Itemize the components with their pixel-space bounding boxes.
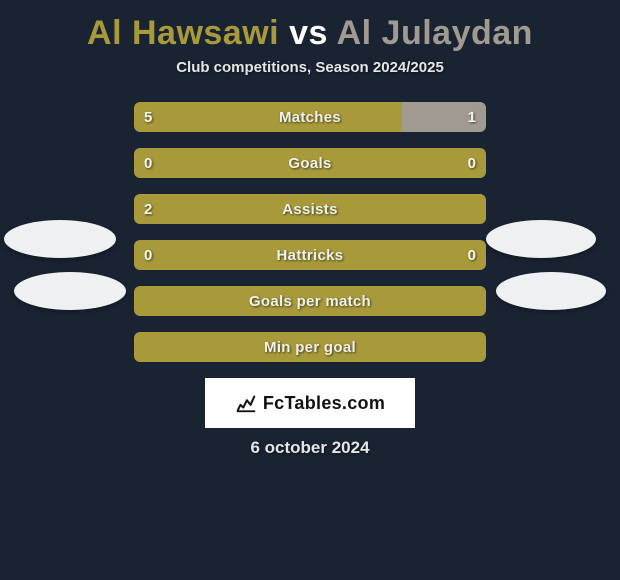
- stat-bar-left: [134, 332, 486, 362]
- player-avatar: [486, 220, 596, 258]
- stat-bars: 51Matches 00Goals 2Assists 00Hattricks Goals…: [134, 102, 486, 362]
- stat-bar-row: Min per goal: [134, 332, 486, 362]
- player1-name: Al Hawsawi: [87, 14, 279, 52]
- stat-bar-left: [134, 286, 486, 316]
- stat-bar-row: Goals per match: [134, 286, 486, 316]
- player-avatar: [14, 272, 126, 310]
- stat-bar-right: [402, 102, 486, 132]
- page-title: Al Hawsawi vs Al Julaydan: [0, 0, 620, 59]
- comparison-body: 51Matches 00Goals 2Assists 00Hattricks Goals…: [0, 102, 620, 362]
- player-avatar: [4, 220, 116, 258]
- stat-bar-left: [134, 194, 486, 224]
- player-avatar: [496, 272, 606, 310]
- date-text: 6 october 2024: [0, 438, 620, 458]
- stat-bar-row: 00Goals: [134, 148, 486, 178]
- stat-bar-row: 00Hattricks: [134, 240, 486, 270]
- subtitle: Club competitions, Season 2024/2025: [0, 59, 620, 76]
- stat-bar-row: 51Matches: [134, 102, 486, 132]
- stat-bar-left: [134, 240, 486, 270]
- brand-text: FcTables.com: [263, 393, 385, 414]
- stat-bar-left: [134, 102, 402, 132]
- stat-bar-row: 2Assists: [134, 194, 486, 224]
- vs-text: vs: [289, 14, 328, 52]
- brand-badge: FcTables.com: [205, 378, 415, 428]
- player2-name: Al Julaydan: [337, 14, 533, 52]
- brand-icon: [235, 392, 257, 414]
- stat-bar-left: [134, 148, 486, 178]
